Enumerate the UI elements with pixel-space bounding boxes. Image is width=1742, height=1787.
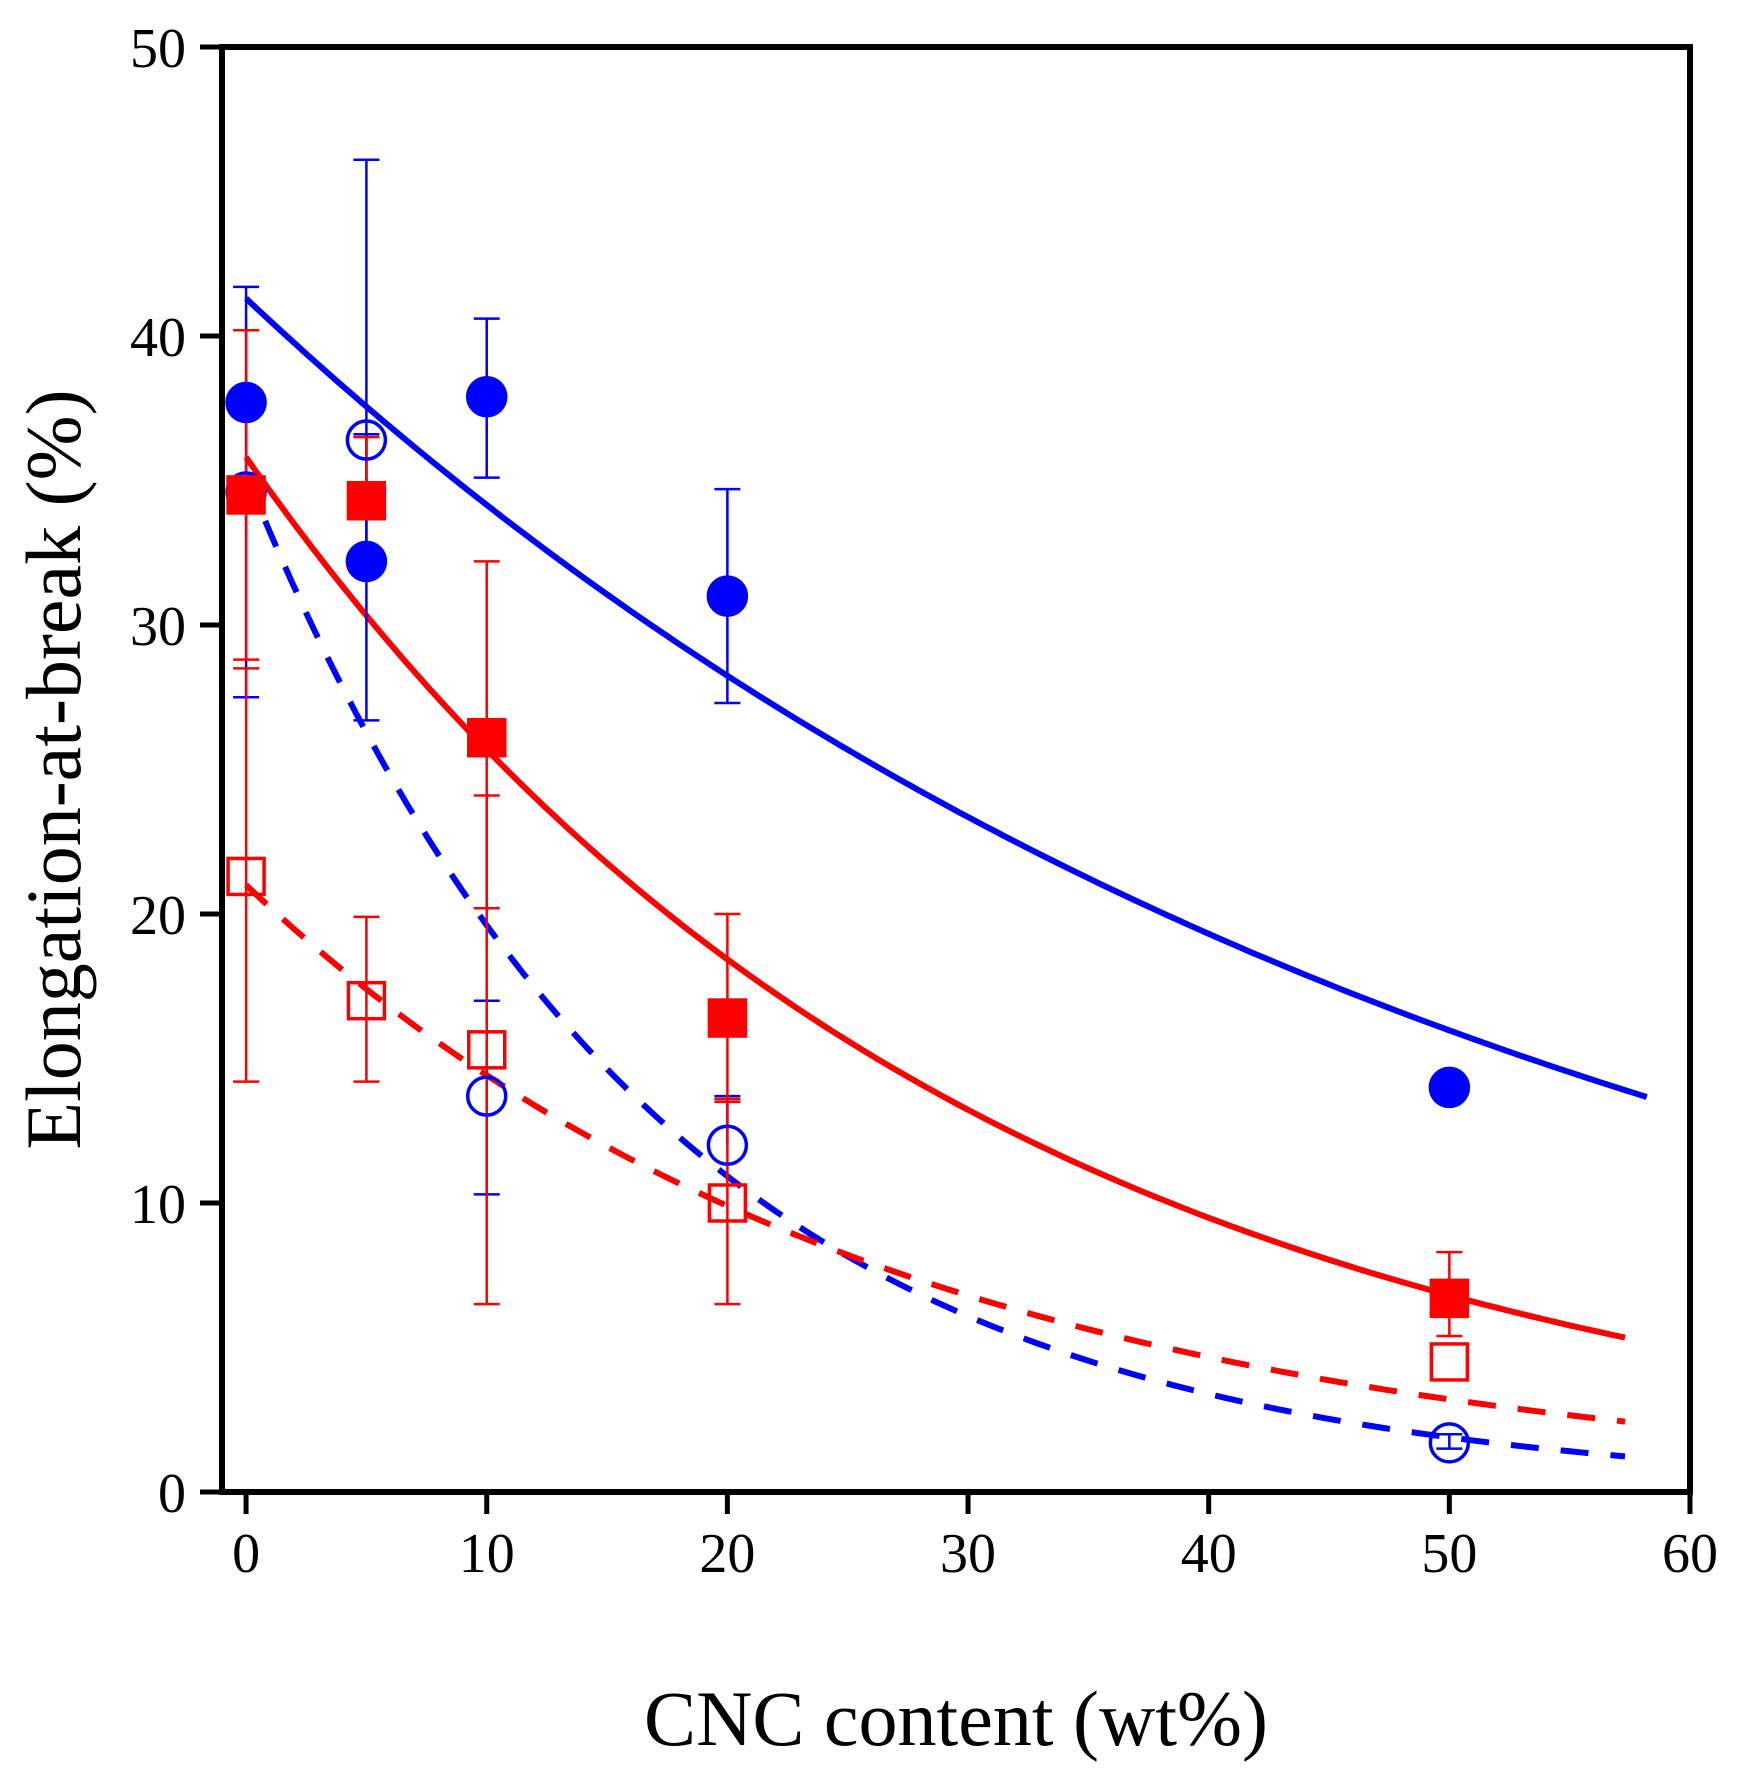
filled-squares-red-point bbox=[226, 475, 266, 515]
y-tick-label: 0 bbox=[158, 1463, 186, 1525]
x-tick-label: 0 bbox=[232, 1523, 260, 1585]
filled-circles-blue-point bbox=[1428, 1066, 1471, 1109]
open-squares-red-point bbox=[466, 1030, 507, 1070]
open-circles-blue-point bbox=[706, 1124, 749, 1166]
y-tick-label: 50 bbox=[130, 18, 186, 80]
x-tick-label: 50 bbox=[1421, 1523, 1477, 1585]
filled-squares-red-point bbox=[707, 998, 748, 1038]
filled-squares-red-point bbox=[346, 480, 387, 521]
x-tick-label: 40 bbox=[1181, 1523, 1237, 1585]
open-squares-red-point bbox=[226, 856, 266, 897]
fit-solid-red bbox=[243, 455, 1626, 1341]
filled-circles-blue-point bbox=[345, 540, 388, 583]
x-tick-label: 10 bbox=[459, 1523, 515, 1585]
y-axis-title: Elongation-at-break (%) bbox=[10, 389, 97, 1149]
filled-circles-blue-point bbox=[225, 381, 267, 424]
open-circles-blue-point bbox=[1428, 1422, 1471, 1464]
y-tick-label: 40 bbox=[130, 307, 186, 369]
axes: 0 10 20 30 40 50 60 0 10 20 30 40 50 bbox=[130, 18, 1718, 1585]
y-tick-label: 20 bbox=[130, 885, 186, 947]
x-tick-label: 60 bbox=[1662, 1523, 1718, 1585]
filled-squares-red-point bbox=[1429, 1278, 1470, 1319]
open-squares-red-point bbox=[346, 980, 387, 1021]
x-tick-label: 20 bbox=[699, 1523, 755, 1585]
y-tick-label: 30 bbox=[130, 596, 186, 658]
data-markers bbox=[225, 375, 1471, 1464]
open-squares-red-point bbox=[1429, 1342, 1470, 1382]
filled-circles-blue-point bbox=[465, 375, 508, 418]
fit-dashed-red bbox=[244, 882, 1626, 1425]
plot-frame bbox=[219, 44, 1693, 1495]
filled-squares-red-point bbox=[466, 717, 507, 758]
x-axis-title: CNC content (wt%) bbox=[644, 1675, 1268, 1762]
x-tick-label: 30 bbox=[940, 1523, 996, 1585]
open-circles-blue-point bbox=[465, 1075, 508, 1117]
y-tick-label: 10 bbox=[130, 1174, 186, 1236]
fit-solid-blue bbox=[244, 296, 1648, 1100]
open-squares-red-point bbox=[707, 1183, 748, 1223]
open-circles-blue-point bbox=[345, 419, 388, 461]
filled-circles-blue-point bbox=[706, 575, 749, 617]
fit-dashed-blue bbox=[243, 473, 1626, 1460]
